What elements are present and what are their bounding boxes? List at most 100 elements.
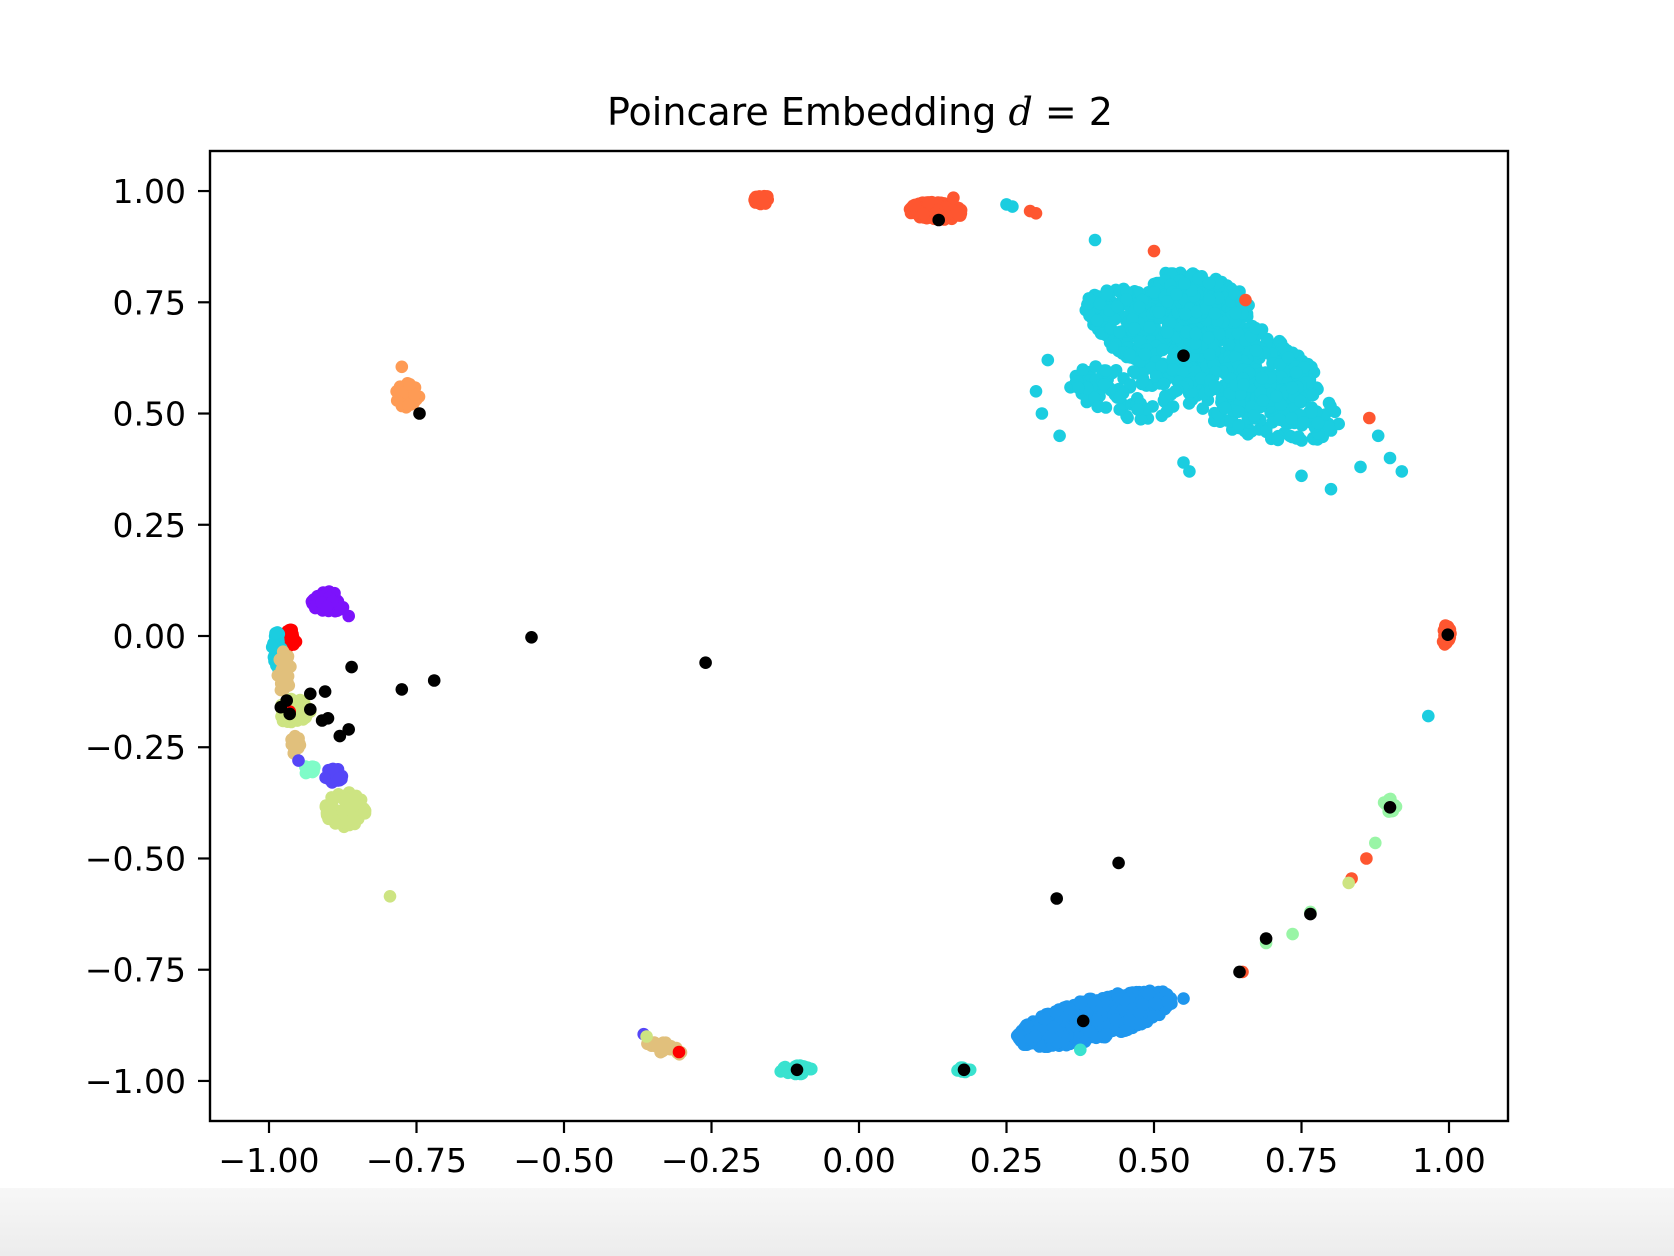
data-point-cyan <box>1311 416 1325 430</box>
data-point-cyan <box>1088 233 1102 247</box>
x-tick-label: −0.75 <box>366 1141 467 1180</box>
data-point-cyan <box>1097 378 1111 391</box>
data-point-cyan <box>1076 363 1090 376</box>
y-tick-label: 1.00 <box>113 172 186 211</box>
data-point-blue <box>1122 1013 1136 1027</box>
centroid-point <box>1304 907 1317 921</box>
centroid-point <box>395 683 409 696</box>
centroid-point <box>1050 892 1063 905</box>
data-point-cyan <box>1422 709 1435 723</box>
data-point-cyan <box>1324 482 1338 496</box>
centroid-point <box>525 631 538 644</box>
data-point-cyan <box>1127 365 1140 378</box>
data-point-blue <box>1038 1012 1052 1026</box>
data-point-red <box>672 1045 686 1059</box>
data-point-indigo <box>332 772 346 785</box>
data-point-cyan <box>1160 405 1174 418</box>
data-point-green <box>1369 836 1382 850</box>
data-point-cyan <box>1354 460 1367 474</box>
data-point-lime <box>640 1030 653 1043</box>
centroid-point <box>1112 856 1125 870</box>
centroid-point <box>699 656 712 669</box>
centroid-point <box>1383 801 1397 814</box>
data-point-cyan <box>1332 417 1345 431</box>
data-point-cyan <box>1121 411 1134 425</box>
data-point-sand <box>274 683 288 697</box>
data-point-blue <box>1136 998 1149 1011</box>
centroid-point <box>427 674 441 687</box>
data-point-blue <box>1046 1020 1060 1034</box>
data-point-lime <box>1342 876 1355 890</box>
data-point-cyan <box>1192 272 1205 285</box>
centroid-point <box>333 729 347 743</box>
data-point-cyan <box>1270 390 1283 403</box>
centroid-point <box>321 712 335 725</box>
centroid-point <box>318 685 332 698</box>
data-point-cyan <box>1147 286 1161 299</box>
data-point-cyan <box>1099 288 1113 301</box>
data-point-lime <box>338 791 352 805</box>
data-point-blue <box>1161 995 1175 1008</box>
y-tick-label: 0.75 <box>113 283 186 322</box>
data-point-cyan <box>1160 326 1174 339</box>
data-point-cyan <box>1149 370 1163 383</box>
data-point-red_orange <box>1029 207 1043 220</box>
centroid-point <box>790 1063 804 1077</box>
data-point-cyan <box>1202 331 1215 345</box>
data-point-blue <box>1062 1001 1076 1015</box>
data-point-cyan <box>1208 307 1221 320</box>
data-point-blue <box>1100 1027 1114 1041</box>
y-tick-label: 0.25 <box>113 506 186 545</box>
y-tick-label: 0.00 <box>113 617 186 656</box>
data-point-cyan <box>1256 394 1270 408</box>
data-point-cyan <box>1113 325 1126 339</box>
data-point-cyan <box>1237 378 1250 391</box>
data-point-green <box>1286 927 1299 941</box>
data-point-cyan <box>1072 381 1085 395</box>
data-point-lime <box>320 806 334 819</box>
data-point-cyan <box>1178 277 1191 290</box>
plot-frame <box>208 149 1510 1123</box>
data-point-blue <box>1014 1034 1028 1048</box>
data-point-cyan <box>1247 409 1261 422</box>
x-tick-label: 0.50 <box>1117 1141 1190 1180</box>
data-point-cyan <box>1241 428 1255 441</box>
data-point-indigo <box>292 754 305 767</box>
data-point-cyan <box>1110 300 1124 314</box>
data-point-cyan <box>1212 327 1226 341</box>
data-point-red_orange <box>1363 411 1376 425</box>
y-tick-label: 0.50 <box>113 395 186 434</box>
data-point-blue <box>1090 1013 1104 1027</box>
points-layer <box>265 189 1457 1081</box>
centroid-point <box>1441 628 1455 641</box>
centroid-point <box>342 723 356 736</box>
data-point-cyan <box>1249 344 1263 357</box>
data-point-cyan <box>1232 405 1245 419</box>
centroid-point <box>932 213 945 227</box>
data-point-cyan <box>1395 465 1409 478</box>
data-point-lime <box>349 796 363 810</box>
data-point-cyan <box>1152 306 1166 319</box>
data-point-cyan <box>1177 456 1190 469</box>
chart-title: Poincare Embedding d = 2 <box>607 90 1113 134</box>
x-tick-label: −0.50 <box>513 1141 614 1180</box>
data-point-purple <box>342 609 356 623</box>
data-point-cyan <box>1170 288 1183 301</box>
data-point-cyan <box>1189 327 1203 341</box>
data-point-cyan <box>1371 429 1385 443</box>
ticks-layer: −1.00 −0.75 −0.50 −0.25 0.00 0.25 0.50 0.75 1.00… <box>85 172 1486 1180</box>
data-point-blue <box>1043 1030 1056 1044</box>
centroid-point <box>1076 1014 1090 1028</box>
data-point-cyan <box>1041 353 1055 367</box>
data-point-blue <box>1142 987 1155 1001</box>
data-point-cyan <box>1208 379 1222 393</box>
data-point-cyan <box>1281 351 1295 364</box>
data-point-cyan <box>1128 322 1141 335</box>
data-point-red_orange <box>756 195 770 208</box>
data-point-cyan <box>1271 433 1285 447</box>
data-point-red_orange <box>917 207 930 221</box>
data-point-cyan <box>269 627 282 640</box>
data-point-cyan <box>1161 295 1174 308</box>
data-point-cyan <box>1273 358 1287 371</box>
